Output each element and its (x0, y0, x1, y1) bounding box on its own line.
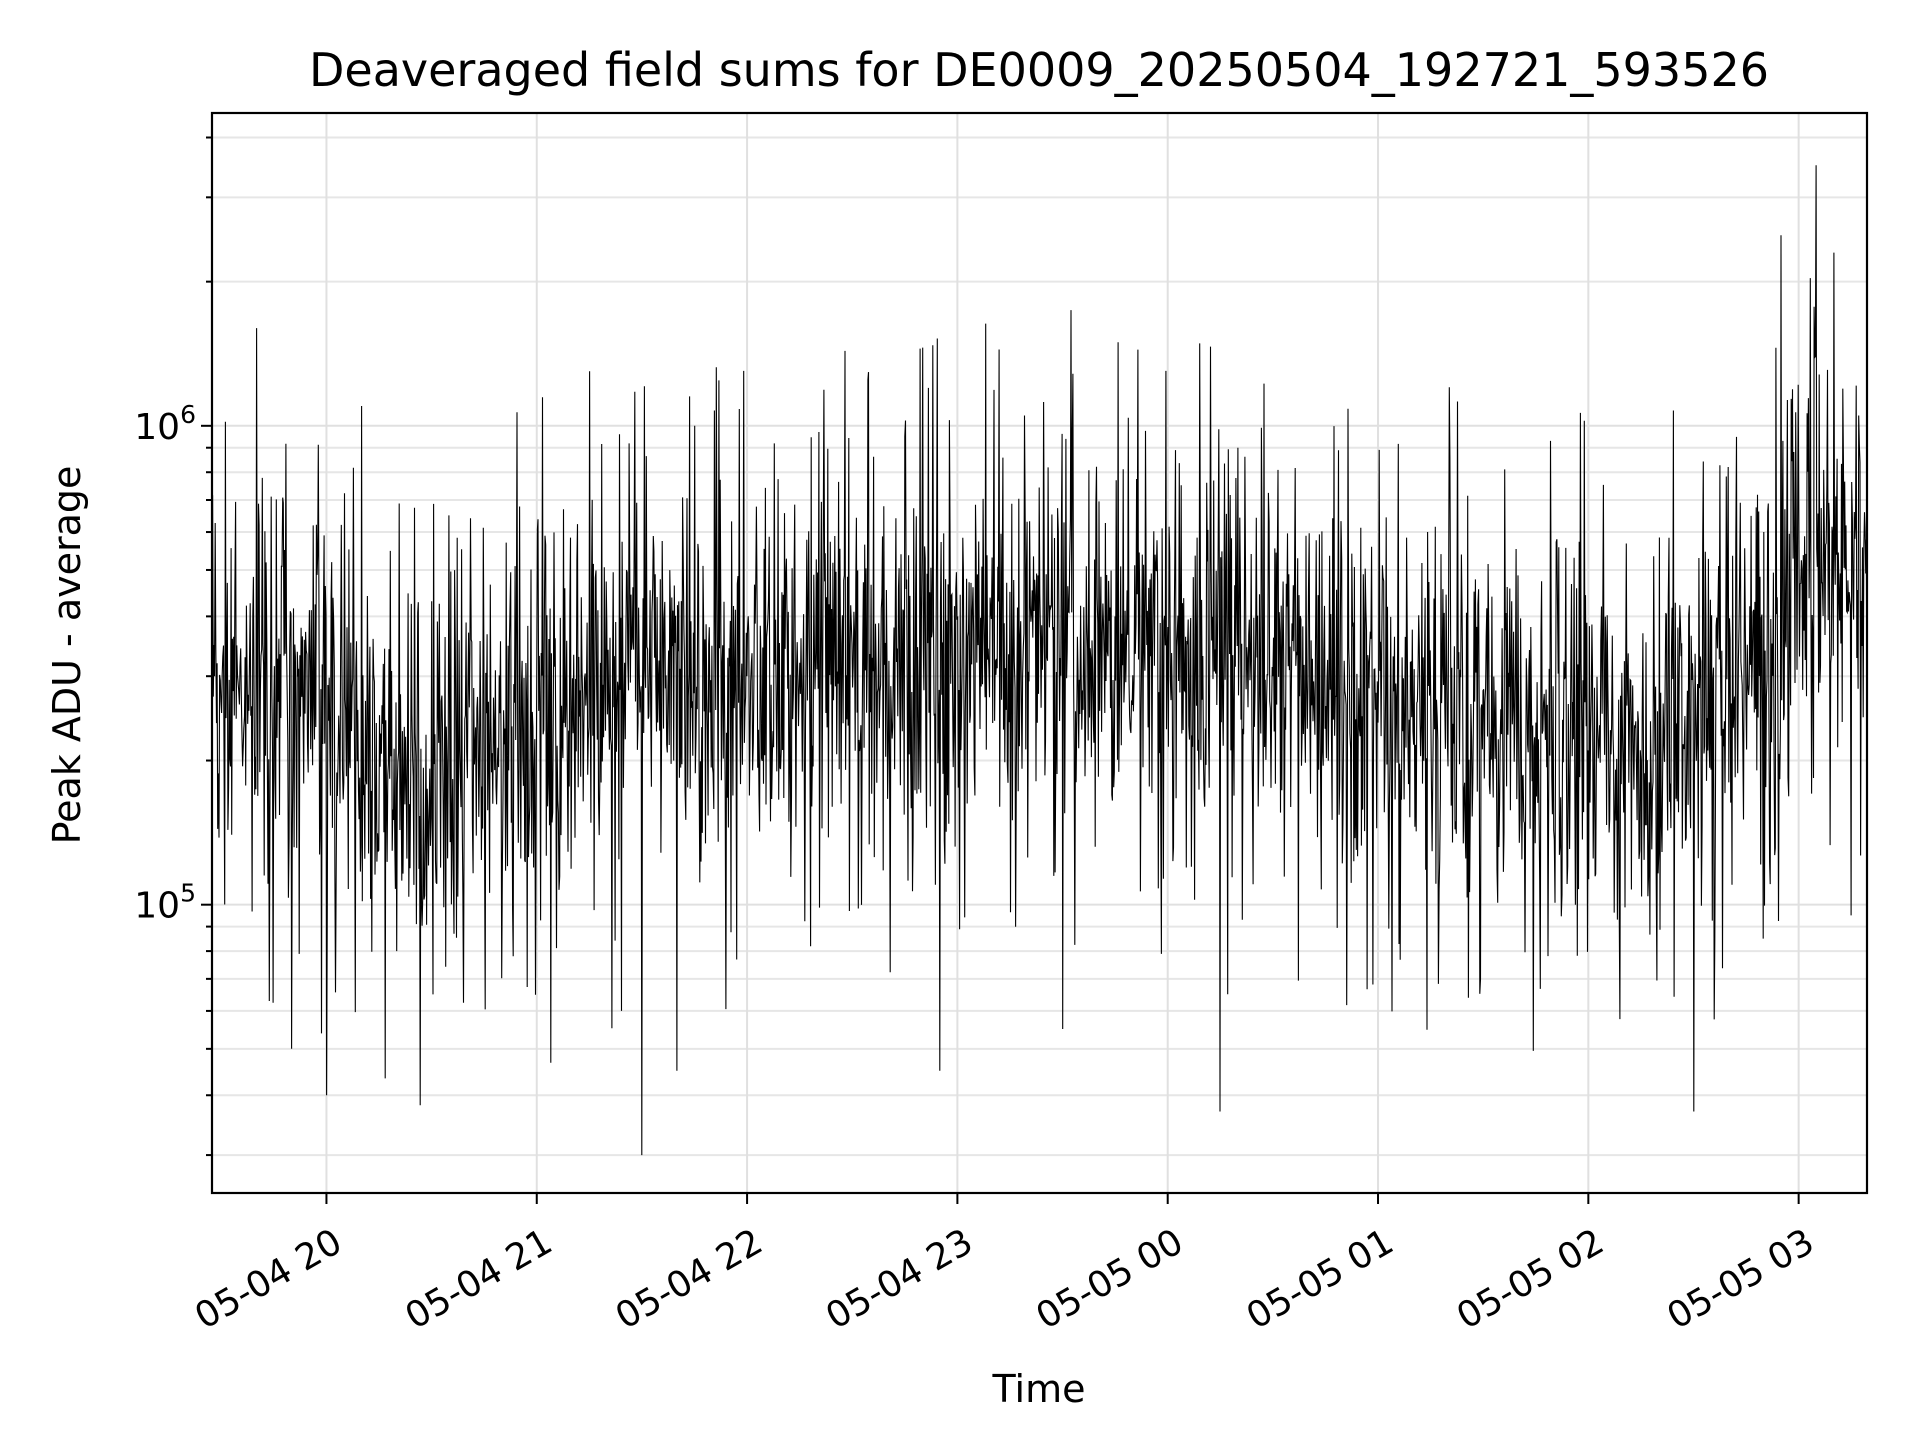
x-axis-ticks: 05-04 20 05-04 21 05-04 22 05-04 23 05-05 00… (188, 1193, 1821, 1338)
y-tick-label: 106 (134, 400, 196, 448)
x-tick-label: 05-05 03 (1660, 1221, 1821, 1337)
series-line (211, 165, 1868, 1156)
x-tick-label: 05-04 23 (819, 1221, 980, 1337)
x-tick-label: 05-04 22 (609, 1221, 770, 1337)
x-tick-label: 05-05 00 (1030, 1221, 1191, 1337)
y-axis-label: Peak ADU - average (45, 466, 89, 845)
chart-title: Deaveraged field sums for DE0009_2025050… (309, 43, 1769, 97)
x-tick-label: 05-04 21 (399, 1221, 560, 1337)
y-tick-label: 105 (134, 879, 196, 927)
x-tick-label: 05-05 01 (1240, 1221, 1401, 1337)
minor-gridlines (212, 136, 1867, 1157)
x-tick-label: 05-04 20 (188, 1221, 349, 1337)
plot-frame (210, 111, 1869, 1195)
x-axis-label: Time (992, 1367, 1086, 1411)
y-axis-ticks: 105 106 (134, 136, 212, 1157)
x-tick-label: 05-05 02 (1450, 1221, 1611, 1337)
major-gridlines (212, 113, 1867, 1193)
